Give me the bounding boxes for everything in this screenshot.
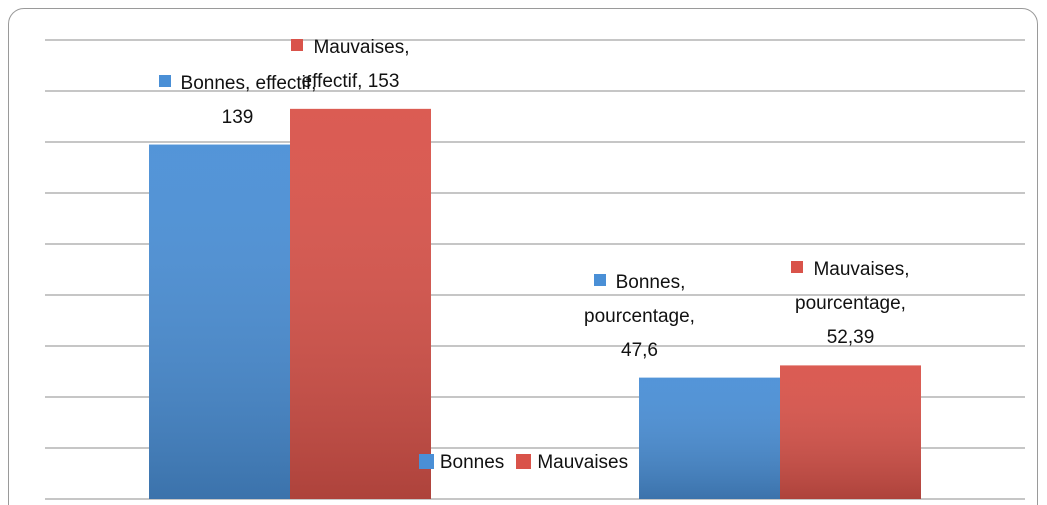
data-label-text: Bonnes, pourcentage, 47,6 xyxy=(584,271,695,361)
data-label-marker xyxy=(158,74,171,87)
legend-item: Bonnes xyxy=(418,452,505,474)
legend-label: Bonnes xyxy=(439,452,505,473)
legend-swatch xyxy=(516,454,532,469)
chart-frame xyxy=(8,8,1038,505)
legend-label: Mauvaises xyxy=(537,452,629,473)
bar-shade xyxy=(780,365,921,499)
data-label: Bonnes, effectif, 139 xyxy=(143,67,333,135)
data-label: Mauvaises, pourcentage, 52,39 xyxy=(776,253,926,355)
data-label: Bonnes, pourcentage, 47,6 xyxy=(575,266,705,368)
data-label-text: Mauvaises, effectif, 153 xyxy=(301,36,410,92)
data-label-text: Bonnes, effectif, 139 xyxy=(180,72,317,128)
data-label: Mauvaises, effectif, 153 xyxy=(271,31,431,99)
data-label-marker xyxy=(593,273,606,286)
data-label-marker xyxy=(291,38,304,51)
data-label-text: Mauvaises, pourcentage, 52,39 xyxy=(795,259,910,349)
legend: Bonnes Mauvaises xyxy=(0,452,1047,474)
bar-shade xyxy=(639,377,780,499)
legend-swatch xyxy=(418,454,434,469)
legend-item: Mauvaises xyxy=(516,452,628,474)
data-label-marker xyxy=(791,261,804,274)
bar-shade xyxy=(290,108,431,499)
bar-shade xyxy=(149,144,290,500)
